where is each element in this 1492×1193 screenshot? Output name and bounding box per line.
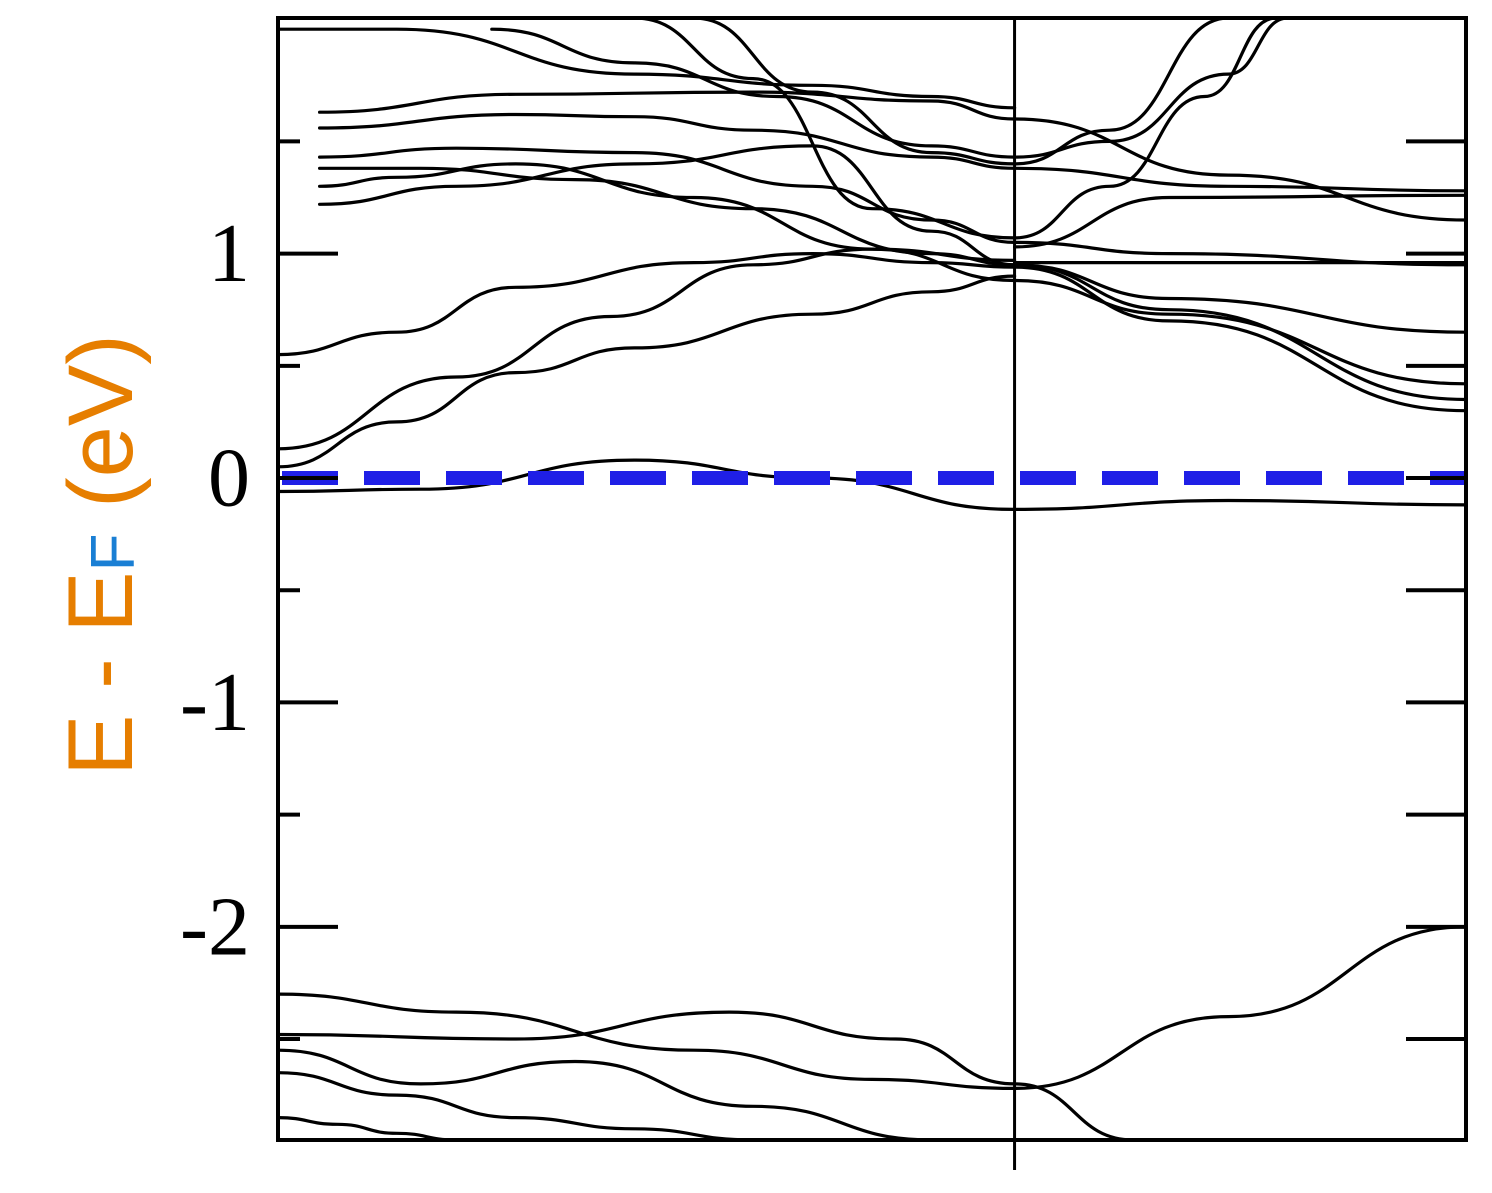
band-line-14 xyxy=(278,458,1017,511)
band-line-19 xyxy=(278,1010,1135,1140)
y-tick-label: -1 xyxy=(180,656,250,749)
y-ticks-group: -2 -1 0 1 xyxy=(180,139,1466,1042)
plot-frame-group xyxy=(276,16,1468,1142)
band-line-22 xyxy=(278,1116,458,1140)
y-axis-title-main: E - E xyxy=(50,571,152,775)
y-axis-title: E - EF (eV) xyxy=(50,334,152,776)
y-axis-title-subscript: F xyxy=(79,534,148,572)
band-line-7 xyxy=(278,251,1466,413)
band-line-6 xyxy=(318,144,1466,402)
y-tick-label: 1 xyxy=(208,207,250,300)
band-line-8 xyxy=(278,247,1017,451)
band-lines xyxy=(278,18,1466,1140)
band-line-11 xyxy=(490,18,1290,159)
svg-text:E - EF (eV): E - EF (eV) xyxy=(50,334,152,776)
band-line-5 xyxy=(318,162,1466,386)
band-line-15 xyxy=(1013,498,1466,511)
band-line-9 xyxy=(278,274,1017,469)
band-line-10 xyxy=(278,27,1017,110)
y-tick-label: -2 xyxy=(180,880,250,973)
plot-frame xyxy=(276,16,1468,1142)
y-tick-label: 0 xyxy=(208,432,250,525)
band-line-16 xyxy=(1013,193,1466,249)
band-line-12 xyxy=(692,18,1230,166)
y-axis-title-unit: (eV) xyxy=(50,334,152,533)
band-line-4 xyxy=(318,166,1466,334)
band-line-21 xyxy=(278,1071,755,1140)
band-line-3 xyxy=(318,146,1466,267)
band-line-2 xyxy=(318,112,1466,193)
band-line-13 xyxy=(632,18,1278,240)
band-line-20 xyxy=(278,1048,933,1140)
band-line-1 xyxy=(318,90,1466,222)
band-line-18 xyxy=(278,925,1466,1091)
